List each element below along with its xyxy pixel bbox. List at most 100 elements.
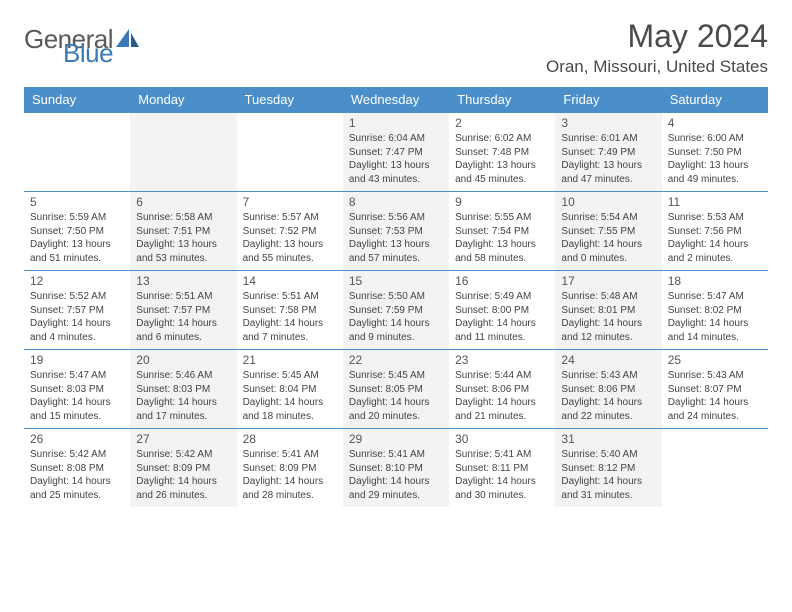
day-cell: 4 Sunrise: 6:00 AMSunset: 7:50 PMDaylight… <box>662 113 768 191</box>
day-number: 30 <box>455 432 549 446</box>
weekday-header-cell: Thursday <box>449 87 555 112</box>
day-number: 1 <box>349 116 443 130</box>
weekday-header-cell: Tuesday <box>237 87 343 112</box>
day-detail: Sunrise: 5:51 AMSunset: 7:58 PMDaylight:… <box>243 290 337 344</box>
title-block: May 2024 Oran, Missouri, United States <box>546 18 768 77</box>
day-detail: Sunrise: 5:47 AMSunset: 8:02 PMDaylight:… <box>668 290 762 344</box>
day-number: 2 <box>455 116 549 130</box>
day-detail: Sunrise: 5:42 AMSunset: 8:08 PMDaylight:… <box>30 448 124 502</box>
day-detail: Sunrise: 5:56 AMSunset: 7:53 PMDaylight:… <box>349 211 443 265</box>
day-cell: 13 Sunrise: 5:51 AMSunset: 7:57 PMDayligh… <box>130 271 236 349</box>
week-row: 19Sunrise: 5:47 AMSunset: 8:03 PMDayligh… <box>24 349 768 428</box>
day-number: 11 <box>668 195 762 209</box>
day-detail: Sunrise: 5:45 AMSunset: 8:04 PMDaylight:… <box>243 369 337 423</box>
day-cell: 29 Sunrise: 5:41 AMSunset: 8:10 PMDayligh… <box>343 429 449 507</box>
day-cell: 10 Sunrise: 5:54 AMSunset: 7:55 PMDayligh… <box>555 192 661 270</box>
day-number: 5 <box>30 195 124 209</box>
week-row: 5 Sunrise: 5:59 AMSunset: 7:50 PMDaylight… <box>24 191 768 270</box>
day-cell: 2 Sunrise: 6:02 AMSunset: 7:48 PMDaylight… <box>449 113 555 191</box>
day-detail: Sunrise: 5:57 AMSunset: 7:52 PMDaylight:… <box>243 211 337 265</box>
day-number: 15 <box>349 274 443 288</box>
day-number: 31 <box>561 432 655 446</box>
day-detail: Sunrise: 5:41 AMSunset: 8:09 PMDaylight:… <box>243 448 337 502</box>
day-detail: Sunrise: 5:54 AMSunset: 7:55 PMDaylight:… <box>561 211 655 265</box>
day-detail: Sunrise: 5:48 AMSunset: 8:01 PMDaylight:… <box>561 290 655 344</box>
day-detail: Sunrise: 5:50 AMSunset: 7:59 PMDaylight:… <box>349 290 443 344</box>
day-detail: Sunrise: 5:51 AMSunset: 7:57 PMDaylight:… <box>136 290 230 344</box>
day-cell: 25 Sunrise: 5:43 AMSunset: 8:07 PMDayligh… <box>662 350 768 428</box>
day-cell: 15 Sunrise: 5:50 AMSunset: 7:59 PMDayligh… <box>343 271 449 349</box>
day-cell: 14Sunrise: 5:51 AMSunset: 7:58 PMDayligh… <box>237 271 343 349</box>
day-cell: 3 Sunrise: 6:01 AMSunset: 7:49 PMDaylight… <box>555 113 661 191</box>
day-number: 17 <box>561 274 655 288</box>
day-number: 27 <box>136 432 230 446</box>
day-cell: 22Sunrise: 5:45 AMSunset: 8:05 PMDayligh… <box>343 350 449 428</box>
day-number: 18 <box>668 274 762 288</box>
weekday-header-cell: Friday <box>555 87 661 112</box>
day-number: 26 <box>30 432 124 446</box>
day-number: 3 <box>561 116 655 130</box>
day-cell: 11 Sunrise: 5:53 AMSunset: 7:56 PMDayligh… <box>662 192 768 270</box>
day-cell: 1 Sunrise: 6:04 AMSunset: 7:47 PMDaylight… <box>343 113 449 191</box>
day-cell: 24 Sunrise: 5:43 AMSunset: 8:06 PMDayligh… <box>555 350 661 428</box>
day-cell: 12 Sunrise: 5:52 AMSunset: 7:57 PMDayligh… <box>24 271 130 349</box>
day-cell: 8 Sunrise: 5:56 AMSunset: 7:53 PMDaylight… <box>343 192 449 270</box>
day-detail: Sunrise: 5:46 AMSunset: 8:03 PMDaylight:… <box>136 369 230 423</box>
day-detail: Sunrise: 5:59 AMSunset: 7:50 PMDaylight:… <box>30 211 124 265</box>
day-detail: Sunrise: 5:42 AMSunset: 8:09 PMDaylight:… <box>136 448 230 502</box>
day-number: 16 <box>455 274 549 288</box>
week-row: 12 Sunrise: 5:52 AMSunset: 7:57 PMDayligh… <box>24 270 768 349</box>
day-cell: 7Sunrise: 5:57 AMSunset: 7:52 PMDaylight… <box>237 192 343 270</box>
day-cell: 30 Sunrise: 5:41 AMSunset: 8:11 PMDayligh… <box>449 429 555 507</box>
month-title: May 2024 <box>546 18 768 55</box>
day-cell <box>237 113 343 191</box>
day-number: 24 <box>561 353 655 367</box>
day-detail: Sunrise: 5:55 AMSunset: 7:54 PMDaylight:… <box>455 211 549 265</box>
day-detail: Sunrise: 5:43 AMSunset: 8:06 PMDaylight:… <box>561 369 655 423</box>
logo-text-2: Blue <box>63 38 113 68</box>
weekday-header-cell: Wednesday <box>343 87 449 112</box>
day-cell: 20 Sunrise: 5:46 AMSunset: 8:03 PMDayligh… <box>130 350 236 428</box>
day-cell: 19Sunrise: 5:47 AMSunset: 8:03 PMDayligh… <box>24 350 130 428</box>
day-cell: 31 Sunrise: 5:40 AMSunset: 8:12 PMDayligh… <box>555 429 661 507</box>
day-cell: 17 Sunrise: 5:48 AMSunset: 8:01 PMDayligh… <box>555 271 661 349</box>
day-number: 8 <box>349 195 443 209</box>
day-detail: Sunrise: 6:02 AMSunset: 7:48 PMDaylight:… <box>455 132 549 186</box>
day-cell: 6Sunrise: 5:58 AMSunset: 7:51 PMDaylight… <box>130 192 236 270</box>
day-number: 20 <box>136 353 230 367</box>
day-number: 28 <box>243 432 337 446</box>
day-cell: 5 Sunrise: 5:59 AMSunset: 7:50 PMDaylight… <box>24 192 130 270</box>
day-detail: Sunrise: 6:01 AMSunset: 7:49 PMDaylight:… <box>561 132 655 186</box>
weekday-header-cell: Sunday <box>24 87 130 112</box>
day-detail: Sunrise: 6:00 AMSunset: 7:50 PMDaylight:… <box>668 132 762 186</box>
week-row: 1 Sunrise: 6:04 AMSunset: 7:47 PMDaylight… <box>24 112 768 191</box>
day-number: 12 <box>30 274 124 288</box>
day-detail: Sunrise: 5:52 AMSunset: 7:57 PMDaylight:… <box>30 290 124 344</box>
logo: General Blue <box>24 18 191 55</box>
day-detail: Sunrise: 5:53 AMSunset: 7:56 PMDaylight:… <box>668 211 762 265</box>
day-number: 29 <box>349 432 443 446</box>
day-number: 22 <box>349 353 443 367</box>
day-cell <box>662 429 768 507</box>
day-cell: 16 Sunrise: 5:49 AMSunset: 8:00 PMDayligh… <box>449 271 555 349</box>
day-number: 25 <box>668 353 762 367</box>
weeks-container: 1 Sunrise: 6:04 AMSunset: 7:47 PMDaylight… <box>24 112 768 507</box>
day-number: 4 <box>668 116 762 130</box>
day-number: 21 <box>243 353 337 367</box>
day-cell: 18 Sunrise: 5:47 AMSunset: 8:02 PMDayligh… <box>662 271 768 349</box>
header: General Blue May 2024 Oran, Missouri, Un… <box>24 18 768 77</box>
day-detail: Sunrise: 5:43 AMSunset: 8:07 PMDaylight:… <box>668 369 762 423</box>
day-cell: 28 Sunrise: 5:41 AMSunset: 8:09 PMDayligh… <box>237 429 343 507</box>
day-cell: 23Sunrise: 5:44 AMSunset: 8:06 PMDayligh… <box>449 350 555 428</box>
weekday-header-cell: Monday <box>130 87 236 112</box>
day-detail: Sunrise: 6:04 AMSunset: 7:47 PMDaylight:… <box>349 132 443 186</box>
day-number: 10 <box>561 195 655 209</box>
week-row: 26 Sunrise: 5:42 AMSunset: 8:08 PMDayligh… <box>24 428 768 507</box>
day-number: 13 <box>136 274 230 288</box>
day-detail: Sunrise: 5:58 AMSunset: 7:51 PMDaylight:… <box>136 211 230 265</box>
day-detail: Sunrise: 5:41 AMSunset: 8:10 PMDaylight:… <box>349 448 443 502</box>
day-detail: Sunrise: 5:41 AMSunset: 8:11 PMDaylight:… <box>455 448 549 502</box>
day-cell: 9Sunrise: 5:55 AMSunset: 7:54 PMDaylight… <box>449 192 555 270</box>
day-detail: Sunrise: 5:49 AMSunset: 8:00 PMDaylight:… <box>455 290 549 344</box>
day-detail: Sunrise: 5:40 AMSunset: 8:12 PMDaylight:… <box>561 448 655 502</box>
